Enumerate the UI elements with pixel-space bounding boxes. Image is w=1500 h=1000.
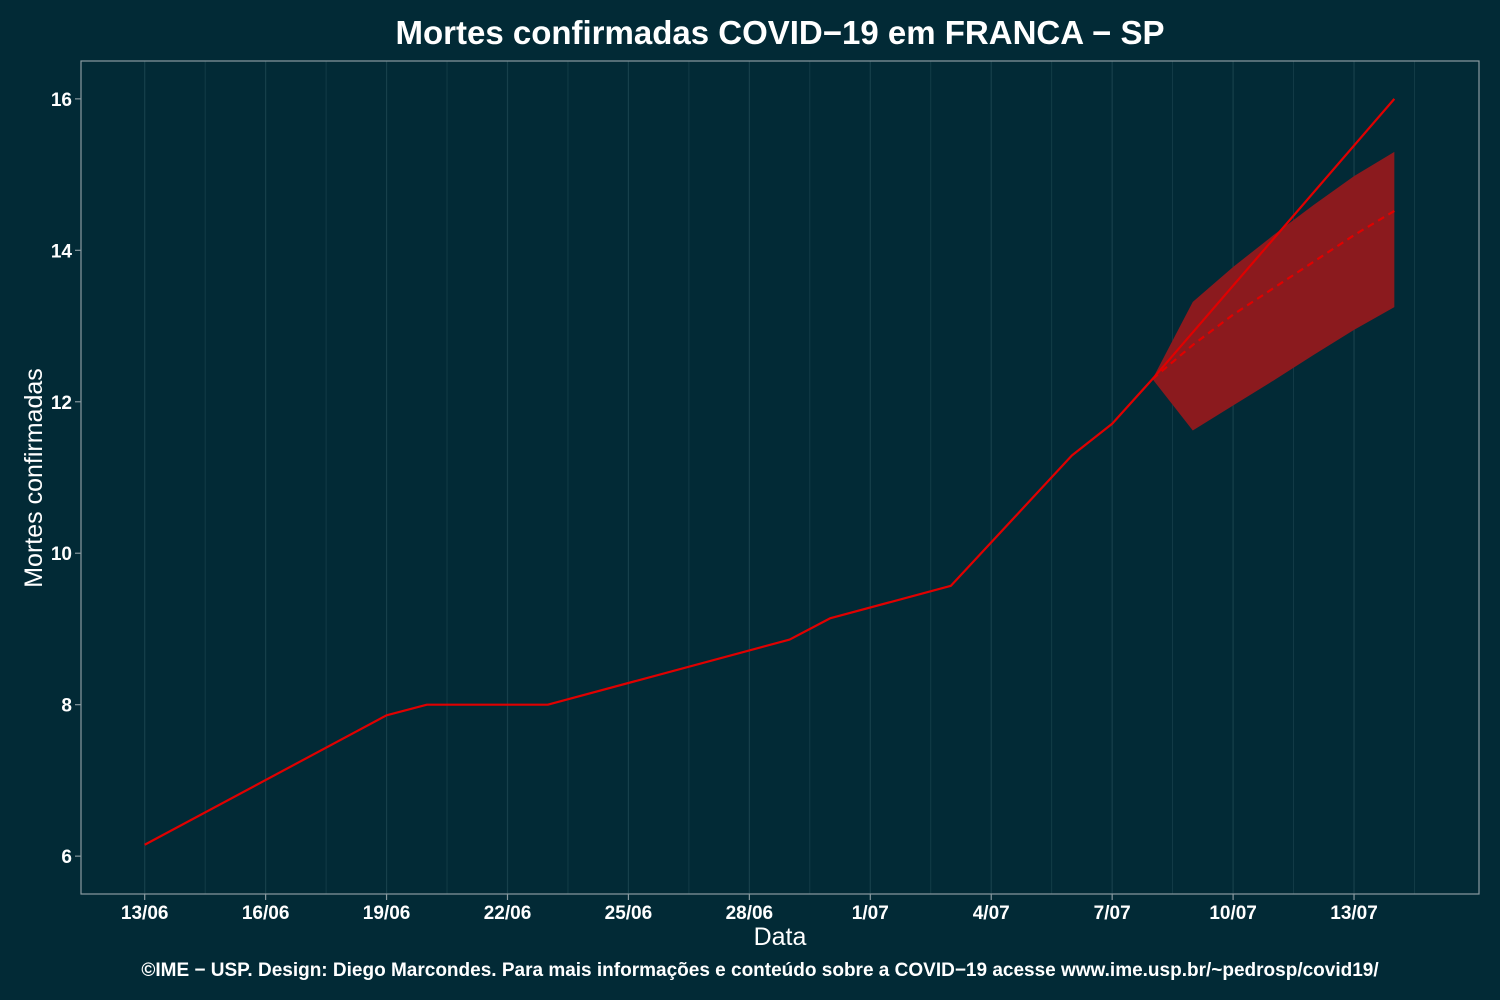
x-tick-label: 13/07 <box>1330 903 1378 924</box>
x-axis: 13/06 16/06 19/06 22/06 25/06 28/06 1/07 4/07 7/… <box>121 894 1378 924</box>
x-tick-label: 1/07 <box>852 903 889 924</box>
series-group <box>144 98 1396 846</box>
x-tick-label: 7/07 <box>1094 903 1131 924</box>
x-tick-label: 19/06 <box>363 903 411 924</box>
y-tick-label: 14 <box>51 241 73 262</box>
y-axis: 6 8 10 12 14 16 <box>51 90 81 868</box>
y-tick-label: 16 <box>51 90 72 111</box>
x-tick-label: 10/07 <box>1209 903 1257 924</box>
grid-lines <box>144 61 1415 894</box>
y-tick-label: 12 <box>51 393 72 414</box>
x-tick-label: 16/06 <box>242 903 290 924</box>
x-tick-label: 13/06 <box>121 903 169 924</box>
y-tick-label: 8 <box>61 696 72 717</box>
x-tick-label: 25/06 <box>605 903 653 924</box>
x-axis-title: Data <box>754 923 807 951</box>
chart-caption: ©IME − USP. Design: Diego Marcondes. Par… <box>141 960 1379 981</box>
forecast-band <box>1152 151 1395 431</box>
x-tick-label: 28/06 <box>726 903 774 924</box>
x-tick-label: 22/06 <box>484 903 532 924</box>
x-tick-label: 4/07 <box>973 903 1010 924</box>
forecast-mean-line <box>1151 209 1395 380</box>
y-tick-label: 10 <box>51 544 72 565</box>
y-axis-title: Mortes confirmadas <box>20 368 48 588</box>
forecast-band-group <box>1152 151 1395 431</box>
panel-border <box>80 60 1480 895</box>
confirmed-deaths-line <box>144 98 1396 846</box>
y-tick-label: 6 <box>61 847 72 868</box>
chart-title: Mortes confirmadas COVID−19 em FRANCA − … <box>396 14 1165 51</box>
